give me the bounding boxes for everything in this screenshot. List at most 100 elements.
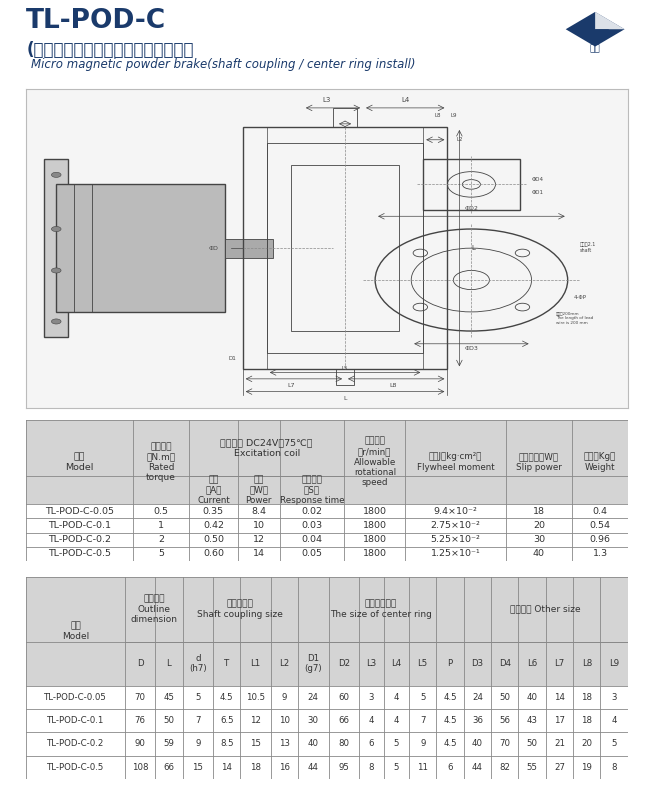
- Text: L4: L4: [401, 97, 409, 102]
- Text: 0.96: 0.96: [589, 535, 611, 544]
- Text: 30: 30: [533, 535, 545, 544]
- Bar: [211, 577, 215, 642]
- Text: L8: L8: [435, 114, 441, 119]
- Text: 40: 40: [533, 550, 545, 558]
- Text: TL-POD-C-0.1: TL-POD-C-0.1: [47, 717, 104, 725]
- Text: d
(h7): d (h7): [189, 654, 207, 674]
- Bar: [237, 420, 239, 476]
- Text: 70: 70: [135, 693, 146, 702]
- Bar: [155, 577, 182, 686]
- Text: 軸徑小2.1
shaft: 軸徑小2.1 shaft: [579, 242, 596, 253]
- Text: 0.35: 0.35: [203, 507, 224, 516]
- Text: 5: 5: [611, 739, 617, 748]
- Text: L7: L7: [287, 383, 295, 388]
- Bar: [384, 577, 409, 686]
- Bar: [345, 475, 405, 478]
- Text: 5: 5: [420, 693, 426, 702]
- Bar: [573, 475, 627, 478]
- Bar: [491, 577, 519, 686]
- Text: 4.5: 4.5: [443, 739, 457, 748]
- Bar: [271, 577, 298, 686]
- Text: 止口支擐尺寨
The size of center ring: 止口支擐尺寨 The size of center ring: [330, 600, 432, 619]
- Text: 3: 3: [611, 693, 617, 702]
- Text: 9.4×10⁻²: 9.4×10⁻²: [434, 507, 477, 516]
- Text: 44: 44: [308, 763, 319, 771]
- Text: D4: D4: [499, 659, 511, 668]
- Text: 40: 40: [472, 739, 483, 748]
- Text: 4: 4: [394, 693, 399, 702]
- Text: 0.50: 0.50: [203, 535, 224, 544]
- Text: TL-POD-C-0.5: TL-POD-C-0.5: [47, 763, 104, 771]
- Bar: [213, 577, 241, 686]
- Bar: [27, 639, 124, 644]
- Bar: [238, 420, 280, 504]
- Text: L: L: [167, 659, 171, 668]
- Bar: [506, 475, 572, 478]
- Bar: [333, 108, 357, 127]
- Text: 24: 24: [308, 693, 319, 702]
- Text: 電線長200mm
The length of lead
wire is 200 mm: 電線長200mm The length of lead wire is 200 …: [556, 312, 593, 324]
- Text: 4: 4: [394, 717, 399, 725]
- Text: 36: 36: [472, 717, 483, 725]
- Text: 響應時間
（S）
Response time: 響應時間 （S） Response time: [280, 475, 344, 505]
- Text: 1800: 1800: [363, 507, 387, 516]
- Text: 15: 15: [250, 739, 261, 748]
- Bar: [407, 577, 411, 642]
- Text: 7: 7: [420, 717, 426, 725]
- Bar: [26, 577, 125, 686]
- Text: 5: 5: [394, 739, 399, 748]
- Circle shape: [52, 172, 61, 178]
- Text: 20: 20: [581, 739, 593, 748]
- Bar: [328, 577, 359, 686]
- Text: 8: 8: [611, 763, 617, 771]
- Text: 8.5: 8.5: [220, 739, 233, 748]
- Text: 1: 1: [158, 521, 164, 530]
- Bar: [269, 577, 273, 642]
- Bar: [280, 420, 344, 504]
- Text: P: P: [447, 659, 453, 668]
- Bar: [243, 127, 447, 370]
- Text: 外形尺寨
Outline
dimension: 外形尺寨 Outline dimension: [130, 595, 177, 624]
- Text: T: T: [224, 659, 230, 668]
- Bar: [600, 577, 628, 686]
- Text: L2: L2: [456, 137, 463, 142]
- Text: L3: L3: [366, 659, 377, 668]
- Text: TL-POD-C-0.1: TL-POD-C-0.1: [48, 521, 111, 530]
- Text: TL-POD-C-0.05: TL-POD-C-0.05: [45, 507, 114, 516]
- Bar: [489, 577, 493, 642]
- Text: 82: 82: [499, 763, 510, 771]
- Text: 型號
Model: 型號 Model: [62, 621, 89, 642]
- Text: 6: 6: [369, 739, 374, 748]
- Text: 59: 59: [164, 739, 175, 748]
- Text: 24: 24: [472, 693, 483, 702]
- Polygon shape: [595, 12, 625, 29]
- Text: 17: 17: [554, 717, 565, 725]
- Bar: [423, 159, 519, 210]
- Text: 20: 20: [533, 521, 545, 530]
- Text: 10: 10: [279, 717, 290, 725]
- Text: 8.4: 8.4: [251, 507, 266, 516]
- Text: 軸聤結尺寨
Shaft coupling size: 軸聤結尺寨 Shaft coupling size: [198, 600, 283, 619]
- Text: 2.75×10⁻²: 2.75×10⁻²: [430, 521, 481, 530]
- Text: 40: 40: [526, 693, 538, 702]
- Text: L9: L9: [609, 659, 619, 668]
- Text: 27: 27: [554, 763, 565, 771]
- Text: L5: L5: [418, 659, 428, 668]
- Text: 66: 66: [338, 717, 349, 725]
- Bar: [506, 420, 572, 504]
- Text: TL-POD-C: TL-POD-C: [26, 8, 166, 34]
- Text: 14: 14: [253, 550, 265, 558]
- Bar: [435, 577, 438, 642]
- Text: L: L: [472, 245, 475, 251]
- Text: 3: 3: [369, 693, 374, 702]
- Bar: [133, 420, 189, 504]
- Bar: [336, 370, 354, 385]
- Bar: [572, 577, 575, 642]
- Text: 12: 12: [253, 535, 265, 544]
- Text: 10: 10: [253, 521, 265, 530]
- Text: 額定轉矩
（N.m）
Rated
torque: 額定轉矩 （N.m） Rated torque: [146, 442, 176, 482]
- Text: 76: 76: [135, 717, 146, 725]
- Text: 60: 60: [338, 693, 349, 702]
- Text: 4: 4: [369, 717, 374, 725]
- Text: 95: 95: [338, 763, 349, 771]
